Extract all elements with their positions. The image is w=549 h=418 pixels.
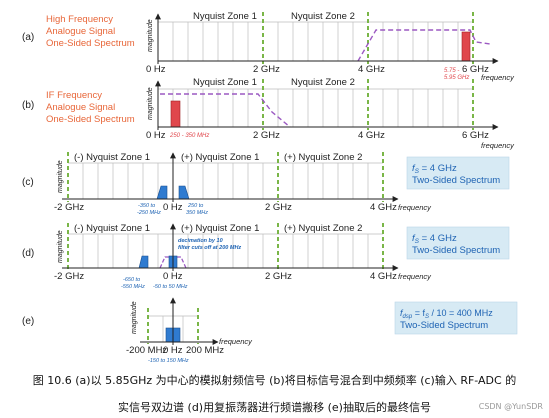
panel-d-xlabel: frequency <box>398 272 432 281</box>
panel-d-nyquist-boundaries <box>67 223 384 271</box>
panel-a-title-line3: One-Sided Spectrum <box>46 38 135 49</box>
panel-c-grid <box>68 162 383 199</box>
panel-e-tick-200: 200 MHz <box>186 345 224 356</box>
panel-c-fs-label: fS = 4 GHz <box>412 163 457 175</box>
panel-e-tick-0: 0 Hz <box>163 345 183 356</box>
panel-e-fdsp-label: fdsp = fS / 10 = 400 MHz <box>400 308 493 320</box>
panel-c-nyquist-boundaries <box>67 152 384 202</box>
panel-a-signal-band <box>461 31 471 62</box>
panel-b-grid <box>158 88 473 127</box>
panel-d: (d) (-) Nyquist Zone 1 (+) Nyquist Zone … <box>22 223 510 290</box>
panel-b-ylabel: magnitude <box>147 87 154 120</box>
panel-e: (e) magnitude -200 MHz 0 Hz 200 MHz freq… <box>22 297 518 364</box>
panel-b-tick-4: 4 GHz <box>358 130 385 141</box>
panel-c-pos-note-1: 250 to <box>187 203 203 209</box>
panel-d-decimation-note-1: decimation by 10 <box>178 238 223 244</box>
spectrum-figure: (a) High Frequency Analogue Signal One-S… <box>22 11 518 364</box>
panel-a-tick-6: 6 GHz <box>462 64 489 75</box>
panel-a-nyquist-boundaries <box>262 12 474 64</box>
panel-d-grid <box>68 233 383 268</box>
panel-b-signal-band <box>170 100 181 128</box>
panel-d-neg-note-2: -550 MHz <box>121 284 145 290</box>
panel-c-zone-neg1-label: (-) Nyquist Zone 1 <box>74 152 150 163</box>
panel-d-tick-neg2: -2 GHz <box>54 271 84 282</box>
panel-d-zone-neg1-label: (-) Nyquist Zone 1 <box>74 223 150 234</box>
panel-c-tick-0: 0 Hz <box>163 202 183 213</box>
panel-d-decimation-note-2: filter cuts off at 200 MHz <box>178 245 241 251</box>
panel-b-nyquist-boundaries <box>262 79 474 130</box>
panel-e-info-box: fdsp = fS / 10 = 400 MHz Two-Sided Spect… <box>394 301 518 335</box>
panel-label-a: (a) <box>22 32 34 43</box>
panel-c-negative-band <box>156 185 168 200</box>
panel-c-zone-pos2-label: (+) Nyquist Zone 2 <box>284 152 362 163</box>
panel-d-info-box: fS = 4 GHz Two-Sided Spectrum <box>406 226 510 260</box>
panel-c-pos-note-2: 350 MHz <box>186 210 208 216</box>
panel-label-b: (b) <box>22 100 34 111</box>
panel-d-spectrum-label: Two-Sided Spectrum <box>412 245 500 256</box>
panel-d-tick-4: 4 GHz <box>370 271 397 282</box>
panel-a-signal-note-1: 5.75 - <box>444 68 459 74</box>
panel-a-title-line1: High Frequency <box>46 14 113 25</box>
panel-a: (a) High Frequency Analogue Signal One-S… <box>22 11 515 82</box>
panel-c-tick-neg2: -2 GHz <box>54 202 84 213</box>
panel-b-zone1-label: Nyquist Zone 1 <box>193 77 257 88</box>
panel-e-tick-neg200: -200 MHz <box>126 345 167 356</box>
panel-d-zone-pos2-label: (+) Nyquist Zone 2 <box>284 223 362 234</box>
panel-b: (b) IF Frequency Analogue Signal One-Sid… <box>22 77 515 150</box>
panel-c-neg-note-2: -250 MHz <box>137 210 161 216</box>
panel-a-ylabel: magnitude <box>147 19 154 52</box>
panel-a-tick-4: 4 GHz <box>358 64 385 75</box>
panel-b-title-line2: Analogue Signal <box>46 102 115 113</box>
panel-b-tick-0: 0 Hz <box>146 130 166 141</box>
panel-e-nyquist-boundaries <box>147 308 199 344</box>
panel-label-d: (d) <box>22 248 34 259</box>
panel-label-e: (e) <box>22 316 34 327</box>
panel-d-ylabel: magnitude <box>57 230 64 263</box>
panel-b-xlabel: frequency <box>481 141 515 150</box>
panel-d-tick-0: 0 Hz <box>163 271 183 282</box>
panel-d-tick-2: 2 GHz <box>265 271 292 282</box>
panel-d-neg-note-1: -650 to <box>123 277 140 283</box>
panel-b-tick-2: 2 GHz <box>253 130 280 141</box>
panel-c-neg-note-1: -350 to <box>138 203 155 209</box>
panel-a-xlabel: frequency <box>481 73 515 82</box>
panel-e-center-note: -150 to 150 MHz <box>148 358 189 364</box>
panel-a-title-line2: Analogue Signal <box>46 26 115 37</box>
panel-a-tick-0: 0 Hz <box>146 64 166 75</box>
panel-e-xlabel: frequency <box>219 337 253 346</box>
panel-e-spectrum-label: Two-Sided Spectrum <box>400 320 488 331</box>
panel-a-signal-note-2: 5.95 GHz <box>444 75 469 81</box>
panel-a-grid <box>158 21 473 61</box>
panel-c-ylabel: magnitude <box>57 160 64 193</box>
panel-c-tick-4: 4 GHz <box>370 202 397 213</box>
panel-d-center-note: -50 to 50 MHz <box>153 284 188 290</box>
panel-a-zone1-label: Nyquist Zone 1 <box>193 11 257 22</box>
panel-label-c: (c) <box>22 177 34 188</box>
panel-b-signal-note: 250 - 350 MHz <box>169 133 209 139</box>
panel-c: (c) (-) Nyquist Zone 1 (+) Nyquist Zone … <box>22 152 510 216</box>
watermark: CSDN @YunSDR <box>478 402 543 411</box>
panel-d-zone-pos1-label: (+) Nyquist Zone 1 <box>181 223 259 234</box>
panel-b-title-line1: IF Frequency <box>46 90 102 101</box>
panel-c-xlabel: frequency <box>398 203 432 212</box>
panel-d-shifted-negative-band <box>138 255 149 269</box>
panel-b-title-line3: One-Sided Spectrum <box>46 114 135 125</box>
panel-a-zone2-label: Nyquist Zone 2 <box>291 11 355 22</box>
panel-c-tick-2: 2 GHz <box>265 202 292 213</box>
panel-a-tick-2: 2 GHz <box>253 64 280 75</box>
panel-b-lowpass-filter <box>160 93 291 128</box>
panel-c-positive-band <box>178 185 190 200</box>
panel-e-ylabel: magnitude <box>131 301 138 334</box>
figure-caption-line1: 图 10.6 (a)以 5.85GHz 为中心的模拟射频信号 (b)将目标信号混… <box>32 374 517 387</box>
panel-c-zone-pos1-label: (+) Nyquist Zone 1 <box>181 152 259 163</box>
panel-a-bandpass-filter <box>357 29 491 62</box>
panel-b-tick-6: 6 GHz <box>462 130 489 141</box>
panel-b-zone2-label: Nyquist Zone 2 <box>291 77 355 88</box>
panel-c-info-box: fS = 4 GHz Two-Sided Spectrum <box>406 156 510 190</box>
figure-caption-line2: 实信号双边谱 (d)用复振荡器进行频谱搬移 (e)抽取后的最终信号 <box>118 401 431 414</box>
panel-d-fs-label: fS = 4 GHz <box>412 233 457 245</box>
panel-c-spectrum-label: Two-Sided Spectrum <box>412 175 500 186</box>
